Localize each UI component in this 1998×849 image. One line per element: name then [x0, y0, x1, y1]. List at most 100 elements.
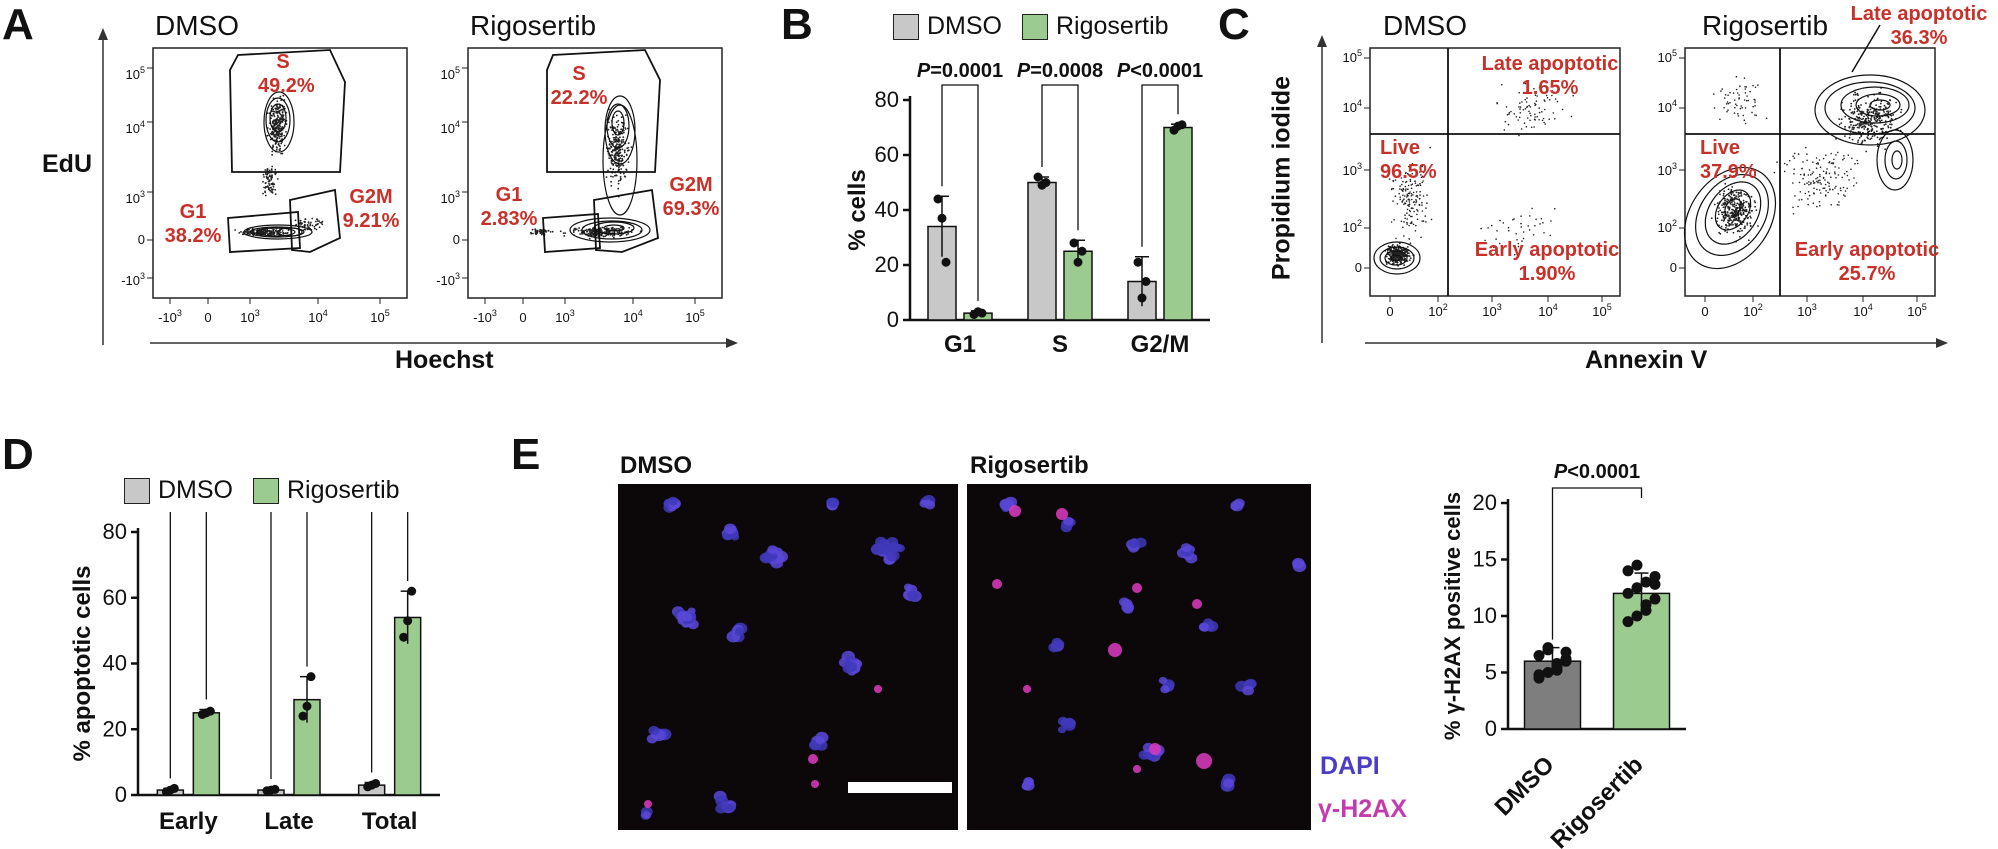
event-dot [1735, 210, 1738, 213]
event-dot [1490, 224, 1493, 227]
channel-label-h2ax: γ-H2AX [1318, 795, 1407, 823]
event-dot [1792, 155, 1794, 157]
event-dot [1813, 193, 1815, 195]
event-dot [1860, 135, 1863, 138]
gate-label-rigosertib-s: S 22.2% [550, 63, 608, 109]
event-dot [619, 149, 622, 151]
event-dot [624, 128, 627, 130]
event-dot [1390, 249, 1393, 252]
event-dot [1840, 118, 1843, 120]
event-dot [1508, 113, 1510, 115]
event-dot [625, 169, 628, 172]
event-dot [1391, 245, 1393, 248]
event-dot [1406, 251, 1409, 254]
event-dot [615, 174, 618, 177]
event-dot [1496, 102, 1498, 105]
event-dot [1406, 212, 1408, 214]
event-dot [599, 227, 602, 230]
h2ax-positive-nucleus [1192, 599, 1202, 609]
event-dot [1868, 120, 1871, 122]
gate-label-dmso-g2m: G2M 9.21% [342, 186, 400, 232]
event-dot [1743, 227, 1746, 230]
event-dot [1733, 200, 1735, 202]
event-dot [575, 228, 578, 231]
event-dot [1879, 105, 1882, 108]
event-dot [1834, 173, 1836, 175]
event-dot [607, 227, 610, 230]
event-dot [316, 218, 319, 221]
svg-text:103: 103 [1482, 302, 1501, 319]
event-dot [1495, 238, 1497, 240]
event-dot [1726, 231, 1729, 234]
event-dot [282, 94, 285, 97]
event-dot [620, 128, 623, 131]
event-dot [1859, 113, 1862, 115]
event-dot [272, 188, 274, 191]
event-dot [1404, 249, 1406, 252]
event-dot [1407, 165, 1410, 168]
event-dot [1394, 179, 1397, 181]
event-dot [1404, 217, 1406, 220]
data-point [1560, 646, 1572, 658]
event-dot [1749, 225, 1752, 228]
event-dot [279, 95, 282, 98]
event-dot [1554, 118, 1556, 120]
event-dot [1794, 195, 1796, 197]
nucleus [726, 803, 736, 812]
event-dot [1390, 248, 1393, 250]
event-dot [615, 139, 618, 142]
event-dot [1856, 159, 1858, 162]
event-dot [1498, 242, 1501, 245]
y-tick-label: 40 [875, 197, 899, 222]
event-dot [1725, 227, 1727, 229]
h2ax-positive-nucleus [1023, 685, 1031, 693]
event-dot [1507, 123, 1510, 126]
event-dot [1854, 93, 1857, 96]
event-dot [1835, 138, 1837, 140]
event-dot [1517, 245, 1520, 248]
y-tick-label: 40 [103, 651, 127, 676]
event-dot [1411, 215, 1413, 218]
event-dot [262, 173, 265, 176]
data-point [1542, 642, 1554, 654]
event-dot [281, 117, 284, 119]
event-dot [1857, 131, 1860, 133]
event-dot [1858, 126, 1860, 129]
event-dot [271, 130, 274, 133]
scale-bar [848, 782, 952, 793]
event-dot [270, 176, 273, 179]
panel-letter-c: C [1218, 0, 1250, 49]
event-dot [1420, 174, 1422, 176]
event-dot [1786, 163, 1788, 166]
event-dot [1750, 210, 1753, 212]
event-dot [1860, 122, 1863, 124]
event-dot [1870, 117, 1872, 120]
event-dot [1525, 101, 1528, 103]
event-dot [1849, 121, 1852, 123]
event-dot [1740, 191, 1742, 194]
y-axis-label: % apoptotic cells [69, 565, 96, 761]
data-point [302, 701, 312, 711]
event-dot [587, 232, 590, 235]
event-dot [1891, 118, 1893, 121]
event-dot [1843, 172, 1846, 175]
nucleus [1134, 537, 1147, 548]
event-dot [1506, 113, 1509, 116]
event-dot [1807, 191, 1810, 193]
event-dot [1721, 88, 1723, 90]
svg-text:105: 105 [1658, 48, 1677, 65]
event-dot [1402, 180, 1404, 183]
event-dot [1816, 188, 1818, 191]
event-dot [279, 125, 282, 128]
h2ax-positive-nucleus [874, 685, 882, 693]
svg-text:105: 105 [1907, 302, 1926, 319]
event-dot [273, 131, 275, 133]
nucleus [811, 742, 820, 750]
event-dot [614, 156, 617, 159]
event-dot [1866, 136, 1869, 139]
event-dot [619, 131, 621, 133]
data-point [1649, 593, 1661, 605]
event-dot [1418, 198, 1421, 200]
significance-bracket [1041, 84, 1079, 231]
event-dot [1838, 204, 1840, 206]
